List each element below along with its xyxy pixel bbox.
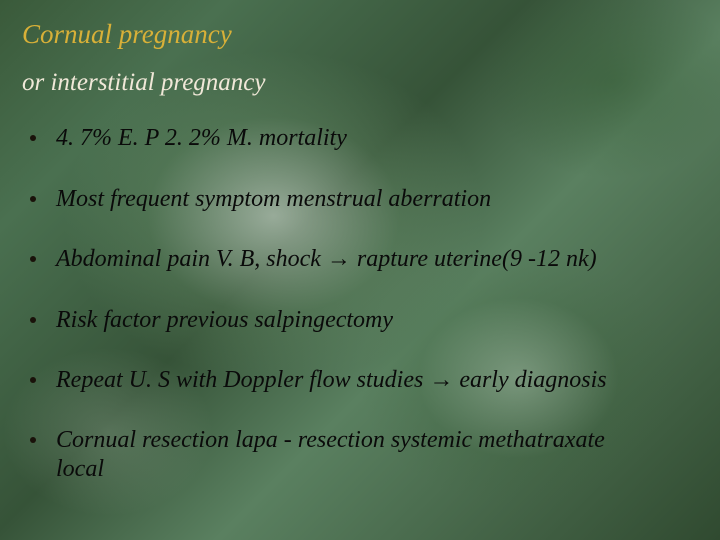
bullet-text: Most frequent symptom menstrual aberrati…: [56, 186, 491, 212]
list-item: Abdominal pain V. B, shock → rapture ute…: [28, 243, 698, 275]
bullet-icon: [30, 256, 36, 262]
slide: Cornual pregnancy or interstitial pregna…: [0, 0, 720, 540]
list-item: Repeat U. S with Doppler flow studies → …: [28, 364, 698, 396]
slide-subtitle: or interstitial pregnancy: [22, 68, 698, 98]
slide-title: Cornual pregnancy: [22, 18, 698, 50]
bullet-icon: [30, 437, 36, 443]
list-item: Risk factor previous salpingectomy: [28, 304, 698, 336]
bullet-icon: [30, 196, 36, 202]
list-item: Most frequent symptom menstrual aberrati…: [28, 183, 698, 215]
bullet-icon: [30, 377, 36, 383]
bullet-icon: [30, 317, 36, 323]
list-item: Cornual resection lapa - resection syste…: [28, 424, 698, 456]
list-item: 4. 7% E. P 2. 2% M. mortality: [28, 122, 698, 154]
bullet-text: Cornual resection lapa - resection syste…: [56, 427, 605, 453]
bullet-list: 4. 7% E. P 2. 2% M. mortality Most frequ…: [22, 122, 698, 456]
bullet-text: 4. 7% E. P 2. 2% M. mortality: [56, 125, 347, 151]
bullet-text: Repeat U. S with Doppler flow studies → …: [56, 367, 607, 393]
bullet-text: Abdominal pain V. B, shock → rapture ute…: [56, 246, 597, 272]
continuation-text: local: [22, 453, 698, 485]
bullet-icon: [30, 135, 36, 141]
bullet-text: Risk factor previous salpingectomy: [56, 307, 393, 333]
